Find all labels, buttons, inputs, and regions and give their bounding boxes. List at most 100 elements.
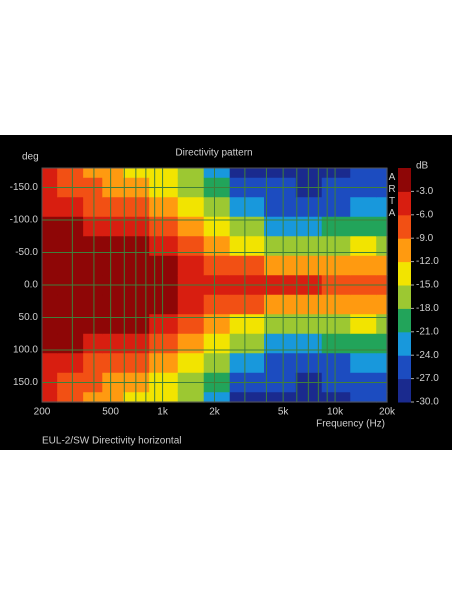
heat-cell xyxy=(295,314,323,335)
heat-cell xyxy=(102,255,124,276)
colorbar-tick-label: -30.0 xyxy=(416,397,439,408)
heat-cell xyxy=(149,255,179,276)
heat-cell xyxy=(321,333,351,354)
heat-cell xyxy=(123,216,150,237)
heat-cell xyxy=(102,353,124,374)
heat-cell xyxy=(376,353,388,374)
heat-cell xyxy=(229,353,265,374)
y-tick-label: 0.0 xyxy=(24,280,38,291)
heat-cell xyxy=(376,255,388,276)
heat-cell xyxy=(203,314,231,335)
plot-frame xyxy=(41,167,388,403)
heat-cell xyxy=(350,168,377,179)
colorbar-tick-label: -9.0 xyxy=(416,233,434,244)
heat-cell xyxy=(42,255,58,276)
heat-cell xyxy=(102,216,124,237)
heat-cell xyxy=(42,216,58,237)
heat-cell xyxy=(295,216,323,237)
heat-cell xyxy=(57,294,84,315)
heat-cell xyxy=(295,236,323,257)
heat-cell xyxy=(203,236,231,257)
heat-cell xyxy=(321,216,351,237)
y-tick-label: -100.0 xyxy=(10,215,39,226)
heat-cell xyxy=(229,197,265,218)
colorbar-swatch xyxy=(398,261,411,286)
heat-cell xyxy=(102,197,124,218)
heat-cell xyxy=(57,333,84,354)
heat-cell xyxy=(350,333,377,354)
heat-cell xyxy=(102,168,124,179)
heat-cell xyxy=(350,353,377,374)
heat-cell xyxy=(350,197,377,218)
heat-cell xyxy=(57,168,84,179)
heat-cell xyxy=(177,294,205,315)
heat-cell xyxy=(123,236,150,257)
heat-cell xyxy=(177,392,205,403)
colorbar-swatch xyxy=(398,331,411,356)
heat-cell xyxy=(123,255,150,276)
colorbar-tick-label: -24.0 xyxy=(416,350,439,361)
x-tick-label: 500 xyxy=(102,407,119,418)
heat-cell xyxy=(123,333,150,354)
heat-cell xyxy=(149,236,179,257)
x-tick-label: 20k xyxy=(379,407,396,418)
heat-cell xyxy=(149,353,179,374)
colorbar-swatch xyxy=(398,285,411,309)
heat-cell xyxy=(123,314,150,335)
heat-cell xyxy=(42,353,58,374)
heat-cell xyxy=(57,255,84,276)
heat-cell xyxy=(264,168,297,179)
heat-cell xyxy=(295,255,323,276)
heat-cell xyxy=(102,294,124,315)
heat-cell xyxy=(42,314,58,335)
heat-cell xyxy=(295,168,323,179)
colorbar-swatch xyxy=(398,308,411,333)
heat-cell xyxy=(177,197,205,218)
heat-cell xyxy=(264,333,297,354)
heat-cell xyxy=(376,333,388,354)
heat-cell xyxy=(264,216,297,237)
heat-cell xyxy=(203,216,231,237)
heat-cell xyxy=(203,392,231,403)
heat-cell xyxy=(321,168,351,179)
heat-cell xyxy=(264,392,297,403)
colorbar-tick-label: -27.0 xyxy=(416,373,439,384)
heat-cell xyxy=(229,216,265,237)
y-tick-label: 100.0 xyxy=(13,345,38,356)
x-axis-label: Frequency (Hz) xyxy=(316,419,385,430)
heat-cell xyxy=(350,236,377,257)
heat-cell xyxy=(203,353,231,374)
colorbar-label: dB xyxy=(416,161,429,172)
heat-cell xyxy=(264,197,297,218)
heat-cell xyxy=(264,294,297,315)
heat-cell xyxy=(376,314,388,335)
heat-cell xyxy=(321,314,351,335)
heat-cell xyxy=(57,236,84,257)
heat-cell xyxy=(42,333,58,354)
heat-cell xyxy=(203,197,231,218)
heat-cell xyxy=(264,236,297,257)
heat-cell xyxy=(177,314,205,335)
heat-cell xyxy=(177,236,205,257)
heat-cell xyxy=(350,216,377,237)
heat-cell xyxy=(83,392,103,403)
heat-cell xyxy=(350,255,377,276)
heat-cell xyxy=(376,168,388,179)
heat-cell xyxy=(83,168,103,179)
heat-cell xyxy=(177,333,205,354)
heat-cell xyxy=(83,255,103,276)
heat-cell xyxy=(83,294,103,315)
heat-cell xyxy=(229,314,265,335)
brand: ARTA xyxy=(387,172,398,220)
heat-cell xyxy=(295,294,323,315)
heat-cell xyxy=(149,314,179,335)
colorbar-swatch xyxy=(398,355,411,380)
heat-cell xyxy=(321,353,351,374)
heat-cell xyxy=(57,353,84,374)
heat-cell xyxy=(203,333,231,354)
x-tick-label: 5k xyxy=(278,407,290,418)
x-tick-label: 200 xyxy=(34,407,51,418)
y-tick-label: -150.0 xyxy=(10,182,39,193)
heat-cell xyxy=(102,333,124,354)
